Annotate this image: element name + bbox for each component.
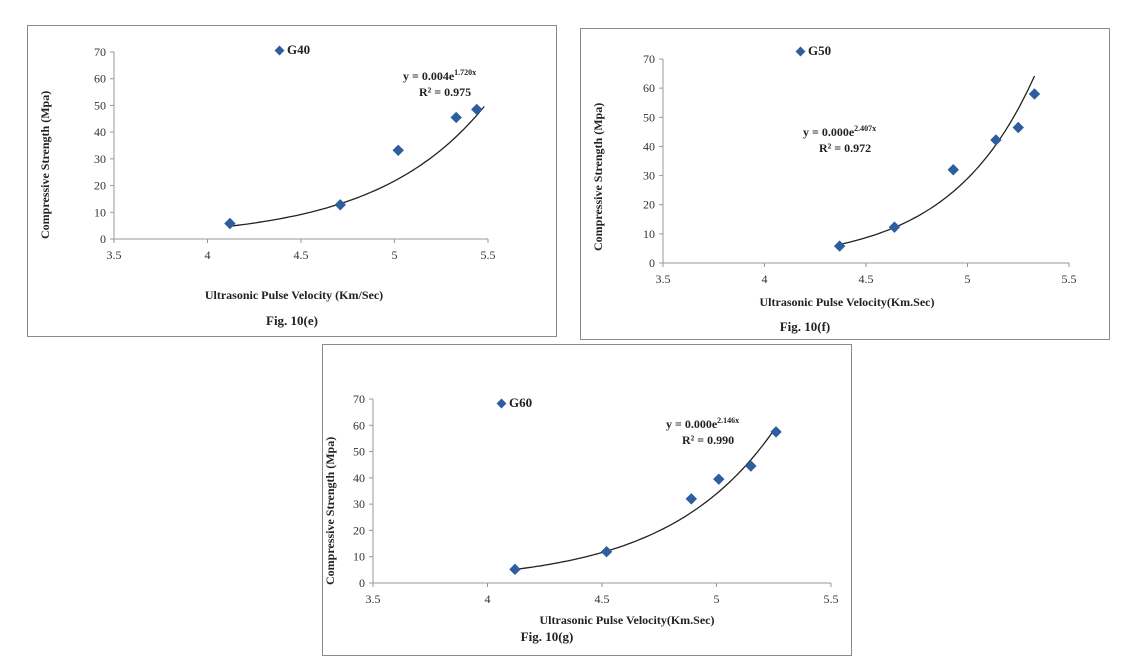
y-tick-label: 0 <box>359 576 365 590</box>
y-tick-label: 30 <box>94 152 106 166</box>
y-tick-label: 50 <box>94 98 106 112</box>
y-tick-label: 70 <box>643 52 655 66</box>
data-point <box>713 473 725 485</box>
chart-panel-g40: 0 10 20 30 40 50 60 70 3.5 4 4.5 5 5.5 G40 y = 0.004… <box>27 25 557 337</box>
legend-label: G50 <box>808 43 832 58</box>
data-point <box>224 217 236 230</box>
y-axis-label: Compressive Strength (Mpa) <box>323 436 337 585</box>
x-tick-label: 4 <box>205 248 211 262</box>
y-tick-label: 50 <box>353 445 365 459</box>
x-tick-label: 3.5 <box>107 248 122 262</box>
y-tick-label: 0 <box>649 256 655 270</box>
y-tick-label: 60 <box>643 81 655 95</box>
trendline <box>229 106 485 227</box>
legend-marker-icon <box>795 46 806 56</box>
data-point <box>888 221 901 233</box>
legend-g50: G50 <box>795 43 832 59</box>
data-point <box>685 493 698 505</box>
legend-g60: G60 <box>496 395 533 411</box>
chart-panel-g60: 0 10 20 30 40 50 60 70 3.5 4 4.5 5 5.5 G60 y = 0.000… <box>322 344 852 656</box>
legend-label: G40 <box>287 42 311 57</box>
data-point <box>392 144 404 157</box>
data-point <box>450 111 462 124</box>
x-tick-label: 5.5 <box>1062 272 1077 286</box>
x-tick-label: 5 <box>714 592 720 606</box>
legend-label: G60 <box>509 395 533 410</box>
y-tick-label: 70 <box>94 45 106 59</box>
data-point <box>833 240 846 252</box>
x-tick-label: 4 <box>485 592 491 606</box>
y-tick-label: 20 <box>643 198 655 212</box>
y-tick-label: 10 <box>353 550 365 564</box>
x-tick-label: 5 <box>965 272 971 286</box>
chart-g40: 0 10 20 30 40 50 60 70 3.5 4 4.5 5 5.5 <box>94 45 496 262</box>
legend-g40: G40 <box>274 42 311 58</box>
equation-exponent: 2.407x <box>854 124 877 133</box>
x-tick-label: 4.5 <box>294 248 309 262</box>
equation-text: y = 0.000e <box>803 125 855 139</box>
trend-equation: y = 0.004e1.720x R² = 0.975 <box>403 65 476 100</box>
figure-caption: Fig. 10(f) <box>779 319 831 334</box>
equation-text: y = 0.000e <box>666 417 718 431</box>
x-axis-label: Ultrasonic Pulse Velocity(Km.Sec) <box>759 295 935 309</box>
y-tick-label: 40 <box>643 139 655 153</box>
chart-panel-g50: 0 10 20 30 40 50 60 70 3.5 4 4.5 5 5.5 G50 y = 0.000… <box>580 28 1110 340</box>
x-tick-label: 5.5 <box>824 592 839 606</box>
legend-marker-icon <box>274 45 285 55</box>
data-point <box>947 164 959 176</box>
chart-g60: 0 10 20 30 40 50 60 70 3.5 4 4.5 5 5.5 <box>353 392 839 606</box>
r-squared: R² = 0.972 <box>819 141 872 155</box>
y-tick-label: 10 <box>94 205 106 219</box>
x-axis-label: Ultrasonic Pulse Velocity (Km/Sec) <box>204 288 384 302</box>
y-tick-label: 20 <box>353 523 365 537</box>
trend-equation: y = 0.000e2.407x R² = 0.972 <box>803 121 876 156</box>
y-tick-label: 60 <box>353 418 365 432</box>
y-tick-label: 40 <box>94 125 106 139</box>
equation-exponent: 2.146x <box>717 416 740 425</box>
x-axis-label: Ultrasonic Pulse Velocity(Km.Sec) <box>539 613 715 627</box>
chart-g50: 0 10 20 30 40 50 60 70 3.5 4 4.5 5 5.5 <box>643 52 1077 286</box>
data-point <box>334 199 346 211</box>
data-point <box>745 460 757 472</box>
data-point <box>990 134 1002 146</box>
y-tick-label: 0 <box>100 232 106 246</box>
trendline <box>839 75 1036 246</box>
y-tick-label: 50 <box>643 110 655 124</box>
y-tick-label: 30 <box>643 169 655 183</box>
x-tick-label: 3.5 <box>656 272 671 286</box>
r-squared: R² = 0.990 <box>682 433 735 447</box>
x-tick-label: 4.5 <box>859 272 874 286</box>
y-tick-label: 40 <box>353 471 365 485</box>
x-tick-label: 4 <box>762 272 768 286</box>
y-tick-label: 20 <box>94 179 106 193</box>
x-tick-label: 5.5 <box>481 248 496 262</box>
data-point <box>1012 121 1024 134</box>
x-tick-label: 4.5 <box>595 592 610 606</box>
data-point <box>1028 88 1041 100</box>
y-tick-label: 10 <box>643 227 655 241</box>
data-point <box>471 103 483 116</box>
equation-exponent: 1.720x <box>454 68 477 77</box>
trendline <box>514 426 777 571</box>
y-axis-label: Compressive Strength (Mpa) <box>38 90 52 239</box>
data-point <box>509 563 521 576</box>
y-axis-label: Compressive Strength (Mpa) <box>591 102 605 251</box>
x-tick-label: 5 <box>392 248 398 262</box>
legend-marker-icon <box>496 398 507 408</box>
data-point <box>770 426 782 438</box>
y-tick-label: 60 <box>94 72 106 86</box>
r-squared: R² = 0.975 <box>419 85 472 99</box>
figure-caption: Fig. 10(e) <box>266 313 318 328</box>
y-tick-label: 70 <box>353 392 365 406</box>
x-tick-label: 3.5 <box>366 592 381 606</box>
y-tick-label: 30 <box>353 497 365 511</box>
figure-caption: Fig. 10(g) <box>520 629 574 644</box>
data-point <box>600 546 613 558</box>
equation-text: y = 0.004e <box>403 69 455 83</box>
trend-equation: y = 0.000e2.146x R² = 0.990 <box>666 413 739 448</box>
